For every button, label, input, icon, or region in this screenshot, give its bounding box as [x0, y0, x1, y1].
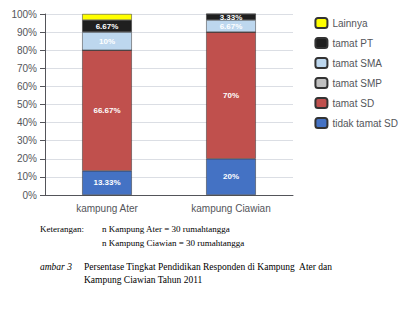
- svg-text:Kampung Ciawian Tahun 2011: Kampung Ciawian Tahun 2011: [84, 275, 203, 285]
- svg-text:n Kampung Ater = 30 rumahtangg: n Kampung Ater = 30 rumahtangga: [102, 224, 230, 234]
- svg-text:tidak tamat SD: tidak tamat SD: [332, 118, 398, 129]
- svg-text:20%: 20%: [223, 172, 239, 181]
- svg-text:40%: 40%: [17, 117, 37, 128]
- svg-text:100%: 100%: [11, 9, 37, 20]
- svg-text:kampung Ater: kampung Ater: [76, 203, 138, 214]
- svg-text:Persentase Tingkat Pendidikan: Persentase Tingkat Pendidikan Responden …: [84, 262, 332, 272]
- svg-text:0%: 0%: [23, 190, 38, 201]
- svg-text:Lainnya: Lainnya: [332, 18, 367, 29]
- svg-text:tamat SMP: tamat SMP: [332, 78, 382, 89]
- svg-text:6.67%: 6.67%: [96, 22, 119, 31]
- svg-text:90%: 90%: [17, 27, 37, 38]
- svg-text:10%: 10%: [99, 37, 115, 46]
- svg-text:80%: 80%: [17, 45, 37, 56]
- svg-text:kampung Ciawian: kampung Ciawian: [191, 203, 271, 214]
- svg-text:70%: 70%: [17, 63, 37, 74]
- svg-text:6.67%: 6.67%: [220, 22, 243, 31]
- svg-text:n Kampung Ciawian = 30 rumahta: n Kampung Ciawian = 30 rumahtangga: [102, 238, 244, 248]
- svg-text:60%: 60%: [17, 81, 37, 92]
- svg-text:13.33%: 13.33%: [93, 178, 120, 187]
- svg-text:66.67%: 66.67%: [93, 106, 120, 115]
- svg-text:3.33%: 3.33%: [220, 13, 243, 22]
- svg-text:tamat SD: tamat SD: [332, 98, 374, 109]
- svg-text:tamat SMA: tamat SMA: [332, 58, 382, 69]
- svg-text:10%: 10%: [17, 171, 37, 182]
- svg-text:50%: 50%: [17, 99, 37, 110]
- svg-text:tamat PT: tamat PT: [332, 38, 373, 49]
- svg-text:70%: 70%: [223, 91, 239, 100]
- svg-text:20%: 20%: [17, 153, 37, 164]
- svg-text:ambar 3: ambar 3: [40, 262, 72, 272]
- svg-text:30%: 30%: [17, 135, 37, 146]
- svg-text:Keterangan:: Keterangan:: [40, 224, 84, 234]
